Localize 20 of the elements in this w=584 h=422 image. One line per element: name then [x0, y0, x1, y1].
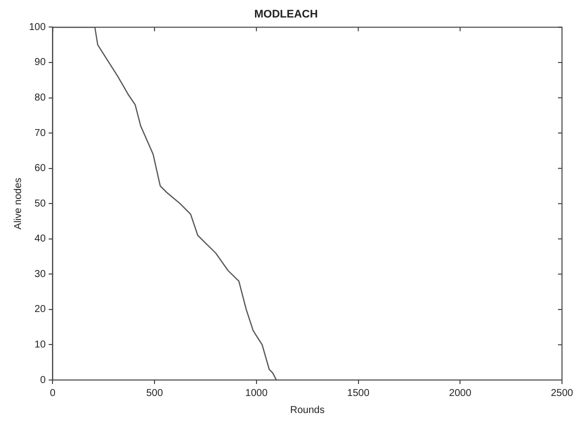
y-tick-label: 100 [28, 22, 46, 33]
y-tick-label: 10 [34, 339, 46, 350]
y-tick-label: 30 [34, 268, 46, 280]
y-tick-label: 50 [34, 198, 46, 210]
x-tick-label: 2000 [449, 388, 472, 399]
chart-title: MODLEACH [254, 8, 318, 21]
y-tick-label: 60 [34, 163, 46, 174]
y-tick-label: 90 [34, 57, 46, 68]
x-tick-label: 1000 [245, 388, 268, 399]
x-axis-title: Rounds [290, 404, 325, 416]
y-axis-title: Alive nodes [12, 178, 24, 230]
x-tick-label: 2500 [550, 388, 574, 399]
y-tick-label: 0 [40, 374, 46, 386]
y-tick-label: 70 [34, 128, 46, 139]
x-tick-label: 500 [146, 388, 164, 399]
x-tick-label: 0 [50, 388, 56, 399]
y-tick-label: 20 [34, 304, 46, 316]
y-tick-label: 80 [34, 92, 46, 104]
y-tick-label: 40 [34, 234, 46, 245]
x-tick-label: 1500 [347, 388, 370, 399]
